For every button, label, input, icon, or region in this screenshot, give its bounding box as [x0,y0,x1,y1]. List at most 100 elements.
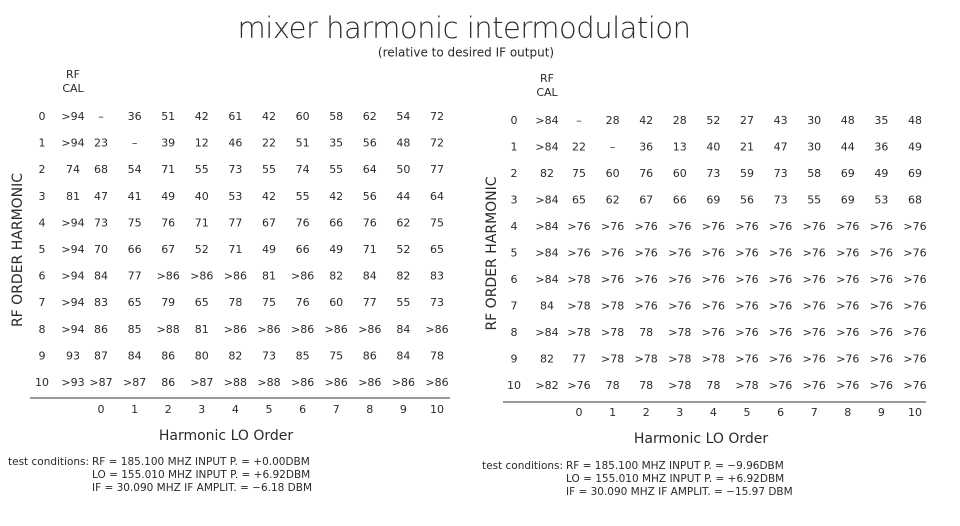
column-header: 3 [676,406,683,419]
table-cell: 77 [128,270,142,283]
table-cell: 68 [94,163,108,176]
table-cell: 76 [161,216,175,229]
table-cell: 52 [195,243,209,256]
test-condition: LO = 155.010 MHZ INPUT P. = +6.92DBM [566,473,784,485]
table-cell: 49 [908,141,922,154]
table-cell: 42 [262,110,276,123]
table-cell: 30 [807,114,821,127]
test-conditions-label: test conditions: [482,460,563,472]
table-cell: 22 [572,141,586,154]
table-cell: 74 [66,163,80,176]
table-cell: >82 [535,379,558,392]
table-cell: >76 [735,300,758,313]
table-cell: >78 [635,353,658,366]
table-cell: 69 [841,167,855,180]
table-cell: >94 [61,243,84,256]
table-cell: >86 [190,270,213,283]
table-cell: 60 [296,110,310,123]
table-cell: 66 [673,194,687,207]
table-cell: 66 [329,216,343,229]
table-cell: >76 [635,247,658,260]
table-cell: 77 [363,296,377,309]
table-cell: >84 [535,273,558,286]
row-header: 6 [511,273,518,286]
table-cell: >76 [903,353,926,366]
table-cell: >88 [224,376,247,389]
table-cell: >76 [769,379,792,392]
table-cell: 82 [329,270,343,283]
table-cell: 50 [396,163,410,176]
table-cell: 12 [195,137,209,150]
table-cell: 72 [430,110,444,123]
table-cell: >76 [803,326,826,339]
x-axis-label: Harmonic LO Order [634,431,769,447]
column-header: 8 [844,406,851,419]
table-cell: 62 [363,110,377,123]
table-cell: 84 [396,349,410,362]
table-cell: 65 [572,194,586,207]
table-cell: 22 [262,137,276,150]
table-cell: 68 [908,194,922,207]
table-cell: >76 [702,273,725,286]
table-cell: 55 [195,163,209,176]
table-cell: >76 [735,247,758,260]
table-cell: 84 [363,270,377,283]
table-cell: 66 [128,243,142,256]
y-axis-label: RF ORDER HARMONIC [484,176,500,330]
table-cell: >76 [769,353,792,366]
table-cell: 75 [128,216,142,229]
table-cell: 65 [195,296,209,309]
table-cell: >88 [257,376,280,389]
table-cell: 73 [706,167,720,180]
table-cell: 78 [639,326,653,339]
table-cell: 72 [430,137,444,150]
row-header: 9 [511,353,518,366]
table-cell: >76 [668,273,691,286]
table-cell: >86 [425,376,448,389]
column-header: 9 [400,403,407,416]
table-cell: 35 [329,137,343,150]
table-cell: 58 [807,167,821,180]
table-cell: 64 [430,190,444,203]
table-cell: 82 [540,167,554,180]
table-cell: 53 [874,194,888,207]
row-header: 3 [511,194,518,207]
table-cell: >76 [668,220,691,233]
table-cell: >76 [567,247,590,260]
table-cell: >76 [735,326,758,339]
table-cell: 61 [228,110,242,123]
table-cell: 74 [296,163,310,176]
table-cell: >76 [903,379,926,392]
rf-cal-label: RF [66,68,80,81]
table-cell: 13 [673,141,687,154]
table-cell: >86 [291,270,314,283]
test-condition: RF = 185.100 MHZ INPUT P. = −9.96DBM [566,460,784,472]
table-cell: 75 [430,216,444,229]
table-cell: 59 [740,167,754,180]
table-cell: 66 [296,243,310,256]
table-cell: >84 [535,194,558,207]
column-header: 10 [430,403,444,416]
table-cell: 78 [606,379,620,392]
table-cell: 76 [363,216,377,229]
table-cell: 73 [774,167,788,180]
table-cell: >76 [903,273,926,286]
table-cell: 86 [161,376,175,389]
table-cell: 73 [430,296,444,309]
table-cell: >76 [836,273,859,286]
table-cell: >78 [735,379,758,392]
row-header: 4 [511,220,518,233]
table-cell: >76 [836,220,859,233]
table-cell: >84 [535,141,558,154]
table-cell: >76 [836,247,859,260]
table-cell: 56 [363,137,377,150]
table-cell: 85 [128,323,142,336]
table-cell: – [98,110,104,123]
column-header: 6 [777,406,784,419]
column-header: 4 [710,406,717,419]
table-cell: 78 [228,296,242,309]
table-cell: 44 [841,141,855,154]
table-cell: 86 [161,349,175,362]
table-cell: 60 [606,167,620,180]
row-header: 1 [511,141,518,154]
